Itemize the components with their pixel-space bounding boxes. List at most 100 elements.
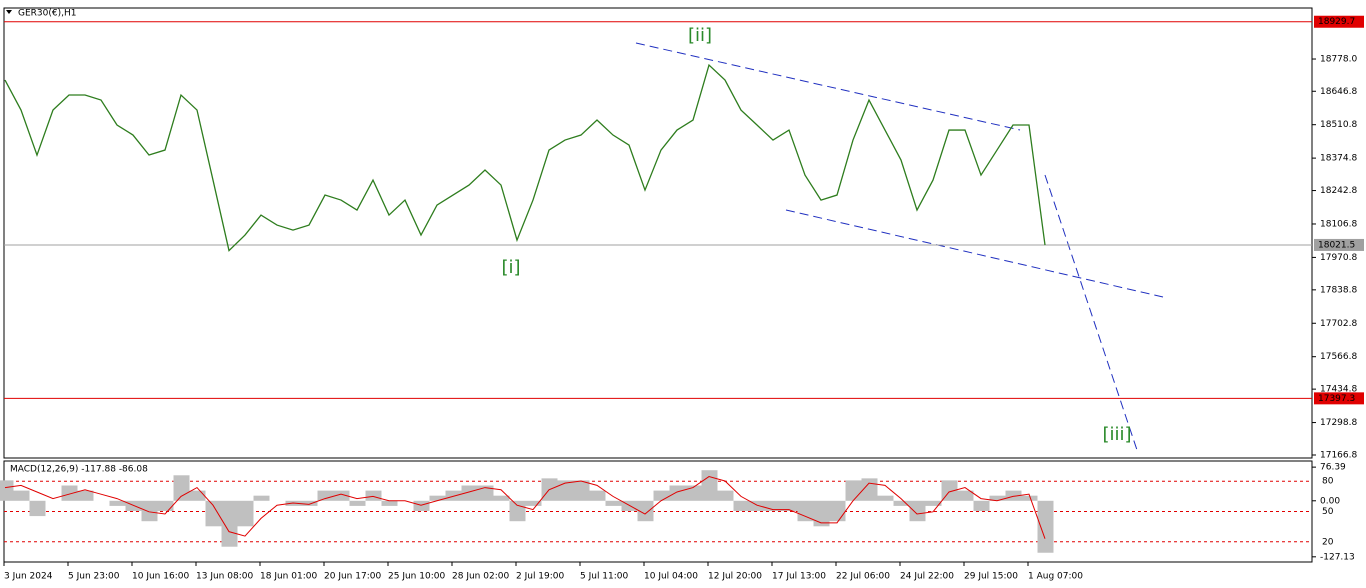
x-tick-label: 10 Jul 04:00 — [644, 572, 698, 582]
projection-line — [1044, 174, 1138, 451]
macd-bar — [29, 500, 46, 517]
macd-bar — [749, 500, 766, 511]
y-tick-label: 18374.8 — [1320, 154, 1357, 164]
macd-bar — [557, 480, 574, 501]
macd-bar — [253, 495, 270, 501]
macd-bar — [221, 500, 238, 547]
macd-bar — [909, 500, 926, 522]
y-tick-label: 18242.8 — [1320, 186, 1357, 196]
macd-bar — [61, 485, 78, 501]
macd-bar — [365, 490, 382, 501]
x-tick-label: 10 Jun 16:00 — [132, 572, 189, 582]
wave-label: [ii] — [688, 25, 712, 46]
macd-bar — [957, 490, 974, 501]
x-tick-label: 12 Jul 20:00 — [708, 572, 762, 582]
macd-bar — [461, 485, 478, 501]
macd-bar — [189, 490, 206, 501]
x-tick-label: 25 Jun 10:00 — [388, 572, 445, 582]
macd-bar — [1037, 500, 1054, 553]
macd-bar — [173, 475, 190, 501]
x-tick-label: 5 Jul 11:00 — [580, 572, 629, 582]
macd-bar — [669, 485, 686, 501]
x-tick-label: 17 Jul 13:00 — [772, 572, 826, 582]
macd-bar — [525, 500, 542, 506]
macd-level-label: 80 — [1322, 477, 1334, 487]
macd-bar — [493, 495, 510, 501]
macd-label: MACD(12,26,9) -117.88 -86.08 — [10, 465, 148, 475]
y-tick-label: 17970.8 — [1320, 253, 1357, 263]
level-label: 17397.3 — [1318, 394, 1355, 404]
macd-bar — [861, 478, 878, 501]
macd-bar — [877, 495, 894, 501]
wave-label: [iii] — [1102, 424, 1131, 445]
macd-level-label: 50 — [1322, 507, 1334, 517]
x-tick-label: 29 Jul 15:00 — [964, 572, 1018, 582]
macd-bar — [445, 490, 462, 501]
main-panel — [3, 7, 1313, 459]
chart-title: GER30(€),H1 — [18, 9, 76, 19]
menu-icon — [6, 10, 12, 14]
macd-bar — [813, 500, 830, 527]
macd-bar — [0, 480, 14, 501]
y-tick-label: 18646.8 — [1320, 87, 1357, 97]
y-tick-label: 17434.8 — [1320, 385, 1357, 395]
macd-bar — [989, 495, 1006, 501]
x-tick-label: 1 Aug 07:00 — [1028, 572, 1083, 582]
macd-bar — [77, 490, 94, 501]
level-box — [1314, 238, 1364, 251]
y-tick-label: 17566.8 — [1320, 352, 1357, 362]
x-tick-label: 3 Jun 2024 — [4, 572, 53, 582]
macd-bar — [413, 500, 430, 511]
macd-tick-label: -127.13 — [1320, 552, 1355, 562]
macd-tick-label: 0.00 — [1320, 496, 1340, 506]
upper-channel — [635, 42, 1021, 131]
macd-tick-label: 76.39 — [1320, 463, 1346, 473]
macd-bar — [157, 500, 174, 511]
macd-bar — [973, 500, 990, 511]
macd-bar — [13, 490, 30, 501]
level-box — [1314, 15, 1364, 28]
x-tick-label: 5 Jun 23:00 — [68, 572, 120, 582]
macd-bar — [605, 500, 622, 506]
y-tick-label: 17166.8 — [1320, 451, 1357, 461]
macd-bar — [637, 500, 654, 522]
macd-bar — [573, 480, 590, 501]
macd-bar — [781, 500, 798, 511]
y-tick-label: 18106.8 — [1320, 219, 1357, 229]
macd-bar — [829, 500, 846, 522]
macd-bar — [141, 500, 158, 522]
macd-bar — [925, 500, 942, 506]
x-tick-label: 22 Jul 06:00 — [836, 572, 890, 582]
macd-bar — [765, 500, 782, 511]
macd-level-label: 20 — [1322, 537, 1334, 547]
macd-bar — [477, 485, 494, 501]
macd-bar — [845, 480, 862, 501]
y-tick-label: 18778.0 — [1320, 55, 1357, 65]
y-tick-label: 17298.8 — [1320, 418, 1357, 428]
macd-bar — [653, 490, 670, 501]
macd-bar — [1021, 495, 1038, 501]
macd-bar — [237, 500, 254, 527]
macd-bar — [381, 500, 398, 506]
lower-channel — [785, 209, 1164, 298]
x-tick-label: 20 Jun 17:00 — [324, 572, 381, 582]
y-tick-label: 17702.8 — [1320, 319, 1357, 329]
x-tick-label: 28 Jun 02:00 — [452, 572, 509, 582]
price-line — [4, 63, 1046, 252]
macd-signal — [4, 476, 1046, 539]
x-tick-label: 18 Jun 01:00 — [260, 572, 317, 582]
trend-lines — [635, 42, 1164, 451]
macd-bar — [1005, 490, 1022, 501]
macd-bar — [333, 490, 350, 501]
x-tick-label: 2 Jul 19:00 — [516, 572, 565, 582]
macd-bar — [205, 500, 222, 527]
macd-bar — [109, 500, 126, 506]
macd-bar — [701, 470, 718, 501]
macd-bar — [509, 500, 526, 522]
macd-bar — [301, 500, 318, 506]
x-tick-label: 13 Jun 08:00 — [196, 572, 253, 582]
macd-bar — [317, 490, 334, 501]
wave-label: [i] — [501, 257, 520, 278]
macd-bar — [685, 485, 702, 501]
macd-bar — [893, 500, 910, 506]
